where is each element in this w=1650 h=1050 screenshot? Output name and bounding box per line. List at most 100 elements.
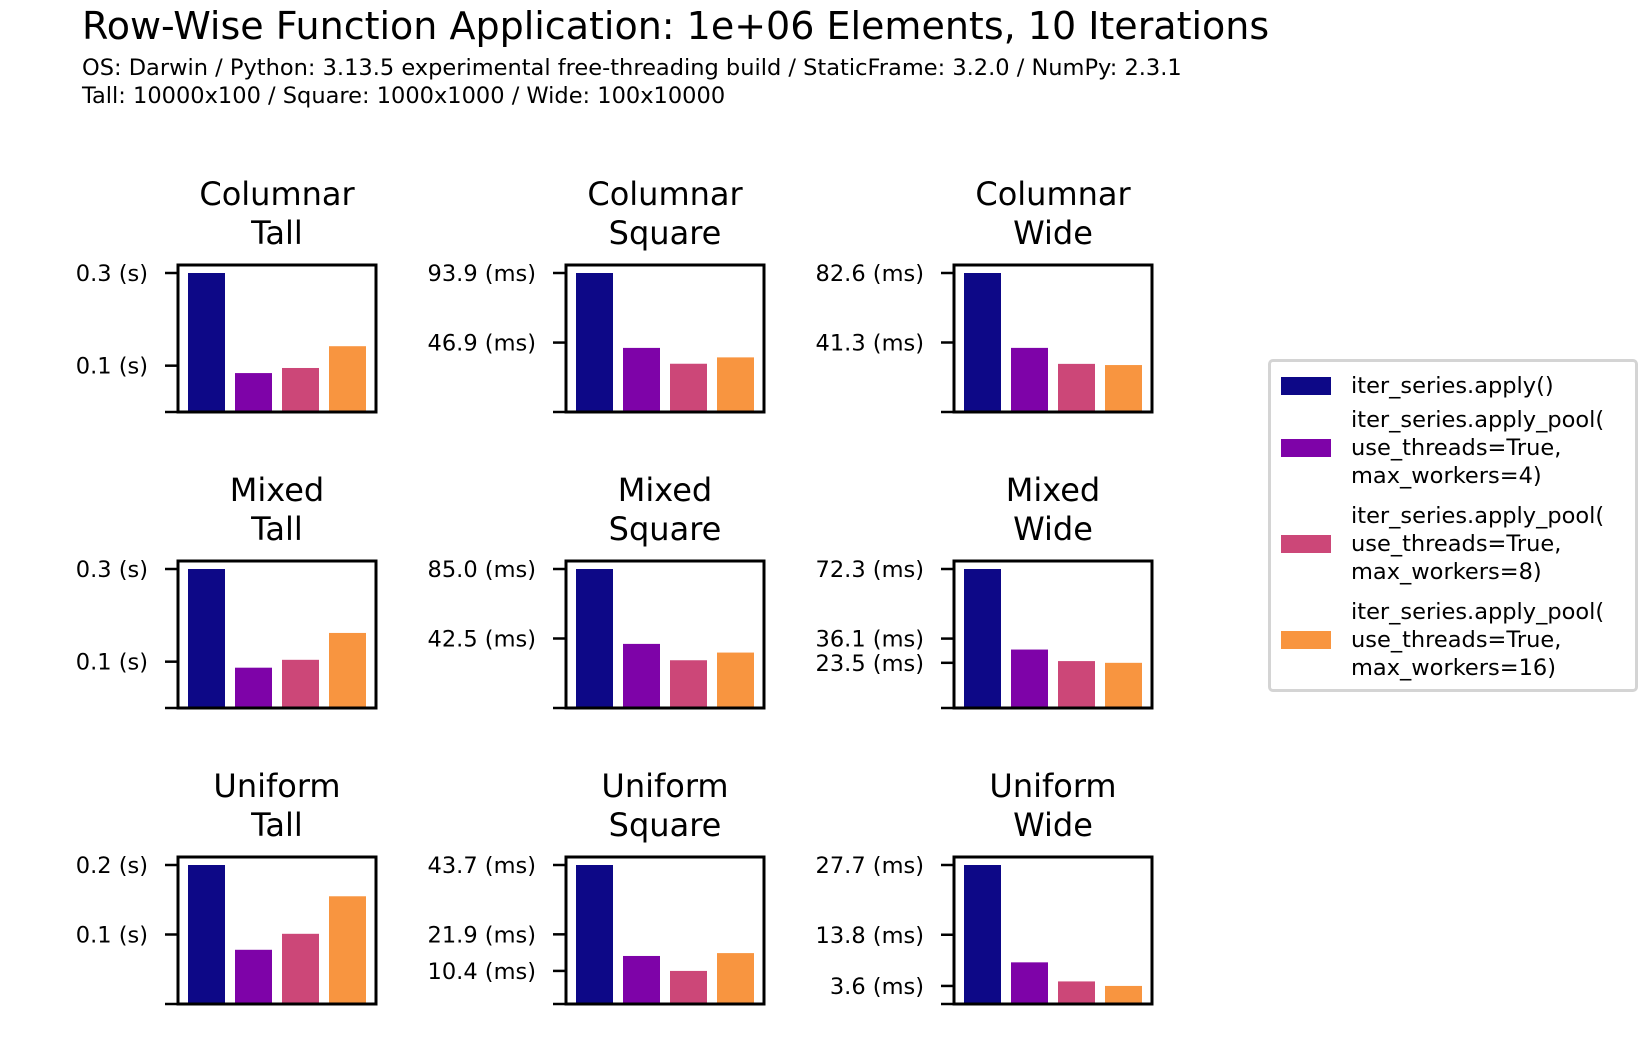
subplot-title-line: Wide — [1013, 806, 1093, 844]
subplot-title-line: Mixed — [1006, 471, 1100, 509]
bar — [717, 357, 754, 412]
bar — [1058, 363, 1095, 412]
bar — [235, 949, 272, 1004]
subplot-title-line: Square — [609, 806, 722, 844]
bar — [1058, 661, 1095, 708]
bar — [329, 896, 366, 1004]
bar — [964, 865, 1001, 1004]
y-tick-label: 3.6 (ms) — [830, 974, 924, 1000]
bar — [329, 632, 366, 708]
subplot-title-line: Uniform — [213, 767, 340, 805]
y-tick-label: 0.1 (s) — [76, 650, 148, 676]
y-tick-label: 0.3 (s) — [76, 261, 148, 287]
y-tick-label: 0.3 (s) — [76, 557, 148, 583]
subplot-title-line: Columnar — [975, 175, 1131, 213]
bar — [329, 346, 366, 412]
bar — [1011, 649, 1048, 708]
y-tick-label: 10.4 (ms) — [428, 959, 536, 985]
y-tick-label: 42.5 (ms) — [428, 627, 536, 653]
subplot-title-line: Uniform — [989, 767, 1116, 805]
plot-frame — [176, 559, 378, 710]
y-tick-label: 27.7 (ms) — [816, 853, 924, 879]
bar — [576, 569, 613, 708]
subplot-title-line: Tall — [250, 806, 303, 844]
bar — [235, 667, 272, 708]
subplot-title-line: Square — [609, 510, 722, 548]
bar — [623, 955, 660, 1004]
subplot-title-line: Wide — [1013, 510, 1093, 548]
y-tick-label: 85.0 (ms) — [428, 557, 536, 583]
bar — [670, 660, 707, 708]
plot-frame — [952, 559, 1154, 710]
subplot-title-line: Columnar — [199, 175, 355, 213]
legend: iter_series.apply() iter_series.apply_po… — [1268, 359, 1638, 692]
bar — [282, 933, 319, 1004]
subtitle-line-2: Tall: 10000x100 / Square: 1000x1000 / Wi… — [82, 83, 726, 109]
legend-label: iter_series.apply_pool( use_threads=True… — [1351, 503, 1605, 585]
plot-frame — [564, 855, 766, 1006]
bar — [1105, 365, 1142, 412]
bar — [576, 865, 613, 1004]
subplot-title-line: Mixed — [618, 471, 712, 509]
y-tick-label: 93.9 (ms) — [428, 261, 536, 287]
bar — [717, 652, 754, 708]
bar — [282, 367, 319, 412]
legend-swatch — [1281, 377, 1331, 395]
y-tick-label: 46.9 (ms) — [428, 331, 536, 357]
y-tick-label: 0.2 (s) — [76, 853, 148, 879]
subplot-title-line: Tall — [250, 510, 303, 548]
subplot-title-line: Wide — [1013, 214, 1093, 252]
subplot-title-line: Tall — [250, 214, 303, 252]
y-tick-label: 21.9 (ms) — [428, 922, 536, 948]
bar — [623, 347, 660, 412]
y-tick-label: 0.1 (s) — [76, 923, 148, 949]
legend-swatch — [1281, 535, 1331, 553]
legend-label: iter_series.apply() — [1351, 373, 1554, 399]
bar — [964, 569, 1001, 708]
plot-frame — [952, 855, 1154, 1006]
bar — [188, 865, 225, 1004]
legend-label: iter_series.apply_pool( use_threads=True… — [1351, 407, 1605, 489]
legend-swatch — [1281, 631, 1331, 649]
plot-frame — [952, 263, 1154, 414]
subplot-title-line: Mixed — [230, 471, 324, 509]
plot-frame — [564, 263, 766, 414]
subplot-title-line: Uniform — [601, 767, 728, 805]
legend-label: iter_series.apply_pool( use_threads=True… — [1351, 599, 1605, 681]
y-tick-label: 72.3 (ms) — [816, 557, 924, 583]
y-tick-label: 23.5 (ms) — [816, 651, 924, 677]
bar — [964, 273, 1001, 412]
bar — [188, 569, 225, 708]
subtitle-line-1: OS: Darwin / Python: 3.13.5 experimental… — [82, 55, 1182, 81]
figure-title: Row-Wise Function Application: 1e+06 Ele… — [82, 4, 1270, 48]
y-tick-label: 43.7 (ms) — [428, 853, 536, 879]
bar — [670, 970, 707, 1004]
bar — [1011, 962, 1048, 1004]
bar — [235, 373, 272, 412]
bar — [670, 363, 707, 412]
bar — [576, 273, 613, 412]
bar — [188, 273, 225, 412]
plot-frame — [564, 559, 766, 710]
y-tick-label: 82.6 (ms) — [816, 261, 924, 287]
bar — [717, 953, 754, 1004]
bar — [1058, 981, 1095, 1004]
subplot-title-line: Square — [609, 214, 722, 252]
subplot-title-line: Columnar — [587, 175, 743, 213]
y-tick-label: 13.8 (ms) — [816, 923, 924, 949]
plot-frame — [176, 263, 378, 414]
plot-frame — [176, 855, 378, 1006]
bar — [623, 643, 660, 708]
bar — [1105, 985, 1142, 1004]
y-tick-label: 36.1 (ms) — [816, 627, 924, 653]
